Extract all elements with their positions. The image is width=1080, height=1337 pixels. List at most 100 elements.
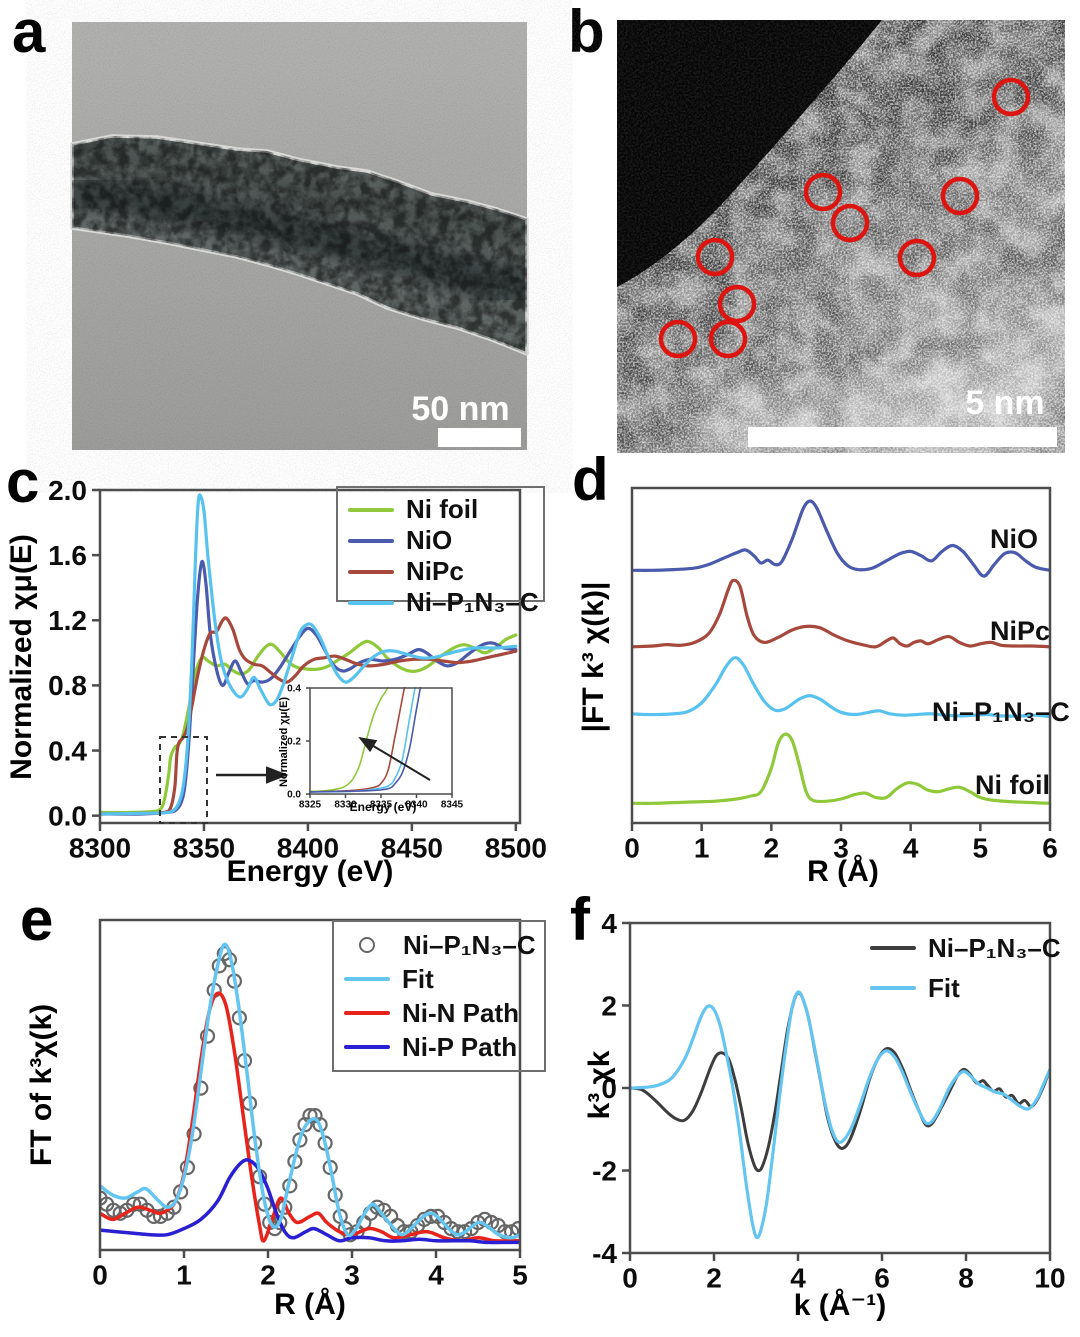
svg-text:1: 1 — [176, 1260, 192, 1291]
svg-text:8450: 8450 — [381, 833, 443, 864]
stem-image — [617, 20, 1065, 453]
single-atom-circle — [803, 172, 843, 212]
legend-line-swatch — [344, 1011, 390, 1015]
svg-text:8: 8 — [958, 1263, 974, 1294]
image-grain — [72, 22, 527, 450]
svg-text:2: 2 — [706, 1263, 722, 1294]
legend-row: Ni–P₁N₃–C — [348, 587, 539, 618]
svg-text:0: 0 — [624, 833, 640, 864]
d-curve-label-nipc: NiPc — [990, 616, 1051, 646]
svg-text:-2: -2 — [592, 1155, 617, 1186]
panel-f-letter: f — [570, 886, 590, 953]
legend-row: Ni foil — [348, 494, 533, 525]
panel-c-letter: c — [6, 448, 39, 515]
legend-line-swatch — [348, 538, 394, 543]
svg-text:1: 1 — [694, 833, 710, 864]
e-legend: Ni–P₁N₃–C Fit Ni-N Path Ni-P Path — [332, 920, 546, 1072]
single-atom-circles — [658, 77, 1031, 359]
legend-label: Fit — [928, 972, 960, 1003]
svg-text:10: 10 — [1034, 1263, 1065, 1294]
svg-text:0.4: 0.4 — [48, 735, 87, 766]
f-y-axis-label: k³ χk — [583, 1050, 616, 1120]
d-curve-label-nip1n3c: Ni–P₁N₃–C — [932, 697, 1070, 727]
xanes-chart: 8300 8350 8400 8450 8500 0.0 0.4 0.8 1.2 1.6 2.0 — [48, 475, 547, 864]
svg-text:8300: 8300 — [69, 833, 131, 864]
legend-line-swatch — [348, 600, 394, 605]
legend-circle-swatch — [359, 937, 375, 953]
svg-text:6: 6 — [1042, 833, 1058, 864]
scalebar-a — [438, 428, 521, 447]
legend-row: Fit — [870, 973, 1065, 1004]
legend-row: NiO — [348, 525, 533, 556]
legend-label: Ni-P Path — [402, 1031, 518, 1062]
svg-text:0.2: 0.2 — [287, 737, 301, 748]
svg-text:0: 0 — [622, 1263, 638, 1294]
e-y-axis-label: FT of k³χ(k) — [25, 1003, 58, 1167]
svg-text:2: 2 — [764, 833, 780, 864]
edge-shift-arrow — [358, 736, 431, 781]
legend-line-swatch — [344, 977, 390, 981]
single-atom-circle — [940, 176, 980, 216]
legend-line-swatch — [348, 507, 394, 512]
svg-text:8500: 8500 — [485, 833, 547, 864]
single-atom-circle — [717, 284, 757, 324]
panel-a-letter: a — [12, 0, 45, 65]
single-atom-circle — [708, 319, 748, 359]
legend-label: Ni–P₁N₃–C — [406, 587, 539, 617]
svg-text:6: 6 — [874, 1263, 890, 1294]
d-curve-label-nifoil: Ni foil — [975, 770, 1050, 800]
svg-text:8340: 8340 — [405, 800, 428, 811]
scalebar-b — [748, 427, 1057, 447]
xanes-inset-chart: 8325 8330 8335 8340 8345 0.0 0.2 0.4 — [287, 684, 463, 811]
xanes-annotations — [159, 736, 289, 824]
inset-x-axis-label: Energy (eV) — [349, 800, 417, 814]
svg-text:3: 3 — [833, 833, 849, 864]
legend-line-swatch — [870, 946, 916, 950]
svg-text:0: 0 — [92, 1260, 108, 1291]
legend-line-swatch — [348, 569, 394, 574]
legend-label: Ni–P₁N₃–C — [928, 932, 1061, 963]
svg-text:0.8: 0.8 — [48, 670, 87, 701]
legend-label: NiO — [406, 525, 453, 555]
svg-text:8400: 8400 — [277, 833, 339, 864]
ft-fit-chart: 0 1 2 3 4 5 — [92, 918, 528, 1291]
legend-row: NiPc — [348, 556, 533, 587]
legend-label: Ni foil — [406, 494, 479, 524]
single-atom-circle — [695, 237, 735, 277]
svg-text:8325: 8325 — [299, 800, 322, 811]
single-atom-circle — [897, 238, 937, 278]
exafs-ft-chart: 0 1 2 3 4 5 6 — [624, 486, 1058, 864]
svg-text:8345: 8345 — [441, 800, 464, 811]
legend-label: Ni–P₁N₃–C — [403, 929, 536, 960]
svg-text:5: 5 — [512, 1260, 528, 1291]
svg-text:8330: 8330 — [334, 800, 357, 811]
svg-text:5: 5 — [973, 833, 989, 864]
svg-text:0: 0 — [601, 1073, 617, 1104]
legend-label: NiPc — [406, 556, 464, 586]
legend-label: Fit — [402, 963, 434, 994]
dashed-roi-box — [159, 736, 208, 824]
c-legend: Ni foil NiO NiPc Ni–P₁N₃–C — [336, 486, 545, 617]
kspace-fit-chart: 0 2 4 6 8 10 -4 -2 0 2 4 — [592, 908, 1065, 1294]
svg-text:0.0: 0.0 — [48, 800, 87, 831]
svg-text:4: 4 — [601, 908, 617, 939]
svg-text:8350: 8350 — [173, 833, 235, 864]
single-atom-circle — [991, 77, 1031, 117]
legend-row: Ni-N Path — [344, 998, 534, 1029]
svg-text:2: 2 — [601, 990, 617, 1021]
svg-text:3: 3 — [344, 1260, 360, 1291]
legend-label: Ni-N Path — [402, 997, 519, 1028]
d-curve-label-nio: NiO — [990, 524, 1039, 554]
c-x-axis-label: Energy (eV) — [226, 855, 394, 888]
legend-row: Fit — [344, 964, 534, 995]
d-y-axis-label: |FT k³ χ(k)| — [577, 581, 610, 733]
svg-text:4: 4 — [428, 1260, 444, 1291]
panel-b-letter: b — [568, 0, 605, 65]
xanes-inset-annotations — [358, 736, 431, 781]
svg-text:1.6: 1.6 — [48, 540, 87, 571]
panel-d-letter: d — [572, 446, 609, 513]
inset-y-axis-label: Normalized χμ(E) — [278, 696, 290, 788]
f-x-axis-label: k (Å⁻¹) — [793, 1289, 887, 1322]
svg-text:0.4: 0.4 — [287, 684, 301, 695]
